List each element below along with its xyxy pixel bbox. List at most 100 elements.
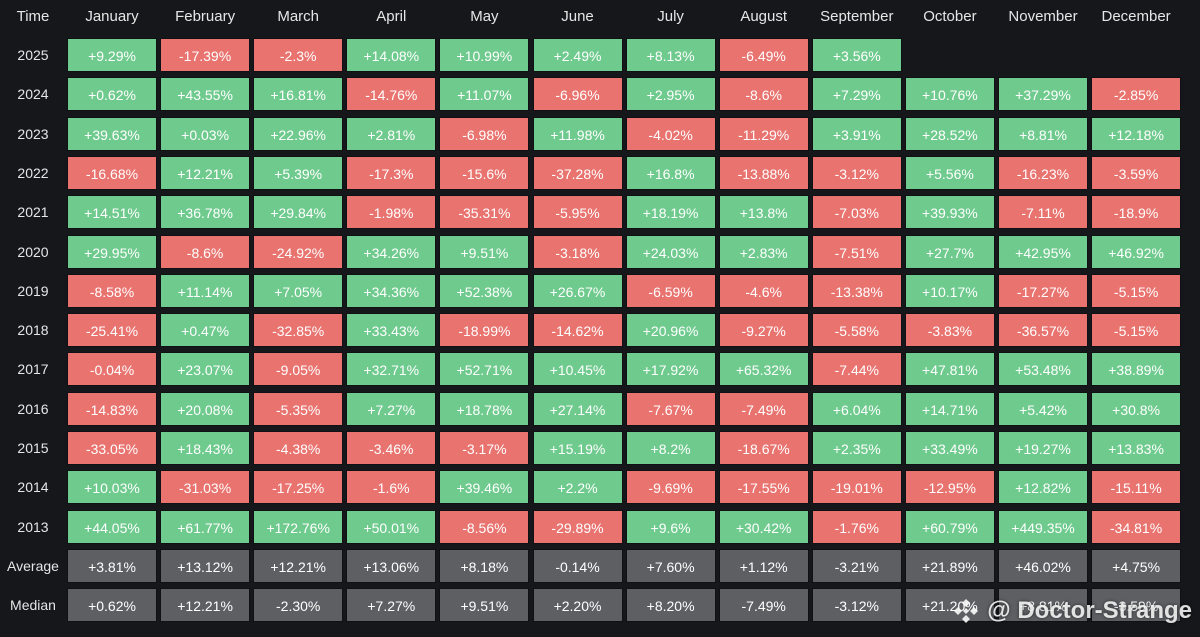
heatmap-cell: -1.76%	[811, 509, 902, 544]
heatmap-cell: -14.83%	[67, 391, 157, 426]
heatmap-cell: -2.85%	[1091, 77, 1182, 112]
heatmap-cell: +9.51%	[439, 234, 530, 269]
heatmap-cell: +9.51%	[439, 588, 530, 623]
column-header-november: November	[1008, 8, 1078, 25]
heatmap-cell: -2.3%	[253, 38, 344, 72]
heatmap-cell: +28.52%	[904, 116, 995, 151]
heatmap-cell: +18.19%	[625, 195, 716, 230]
heatmap-cell: -4.6%	[718, 273, 809, 308]
heatmap-cell: -7.67%	[625, 391, 716, 426]
heatmap-cell: -3.12%	[811, 155, 902, 190]
column-header-october: October	[923, 8, 977, 25]
heatmap-cell: +30.42%	[718, 509, 809, 544]
heatmap-cell: +2.20%	[532, 588, 623, 623]
row-label-2013: 2013	[17, 518, 49, 535]
heatmap-cell: -3.59%	[1091, 155, 1182, 190]
heatmap-cell: +42.95%	[998, 234, 1088, 269]
heatmap-cell: +13.12%	[160, 548, 251, 583]
heatmap-cell: +9.29%	[67, 38, 157, 72]
heatmap-cell: -2.30%	[253, 588, 344, 623]
heatmap-cell: +7.27%	[346, 391, 437, 426]
heatmap-cell: +7.27%	[346, 588, 437, 623]
heatmap-cell: +20.96%	[625, 313, 716, 348]
heatmap-cell: -9.69%	[625, 470, 716, 505]
heatmap-cell: -32.85%	[253, 313, 344, 348]
heatmap-cell: +34.26%	[346, 234, 437, 269]
column-header-august: August	[740, 8, 788, 25]
heatmap-cell: +12.18%	[1091, 116, 1182, 151]
heatmap-cell: +2.49%	[532, 38, 623, 72]
heatmap-cell: +20.08%	[160, 391, 251, 426]
heatmap-cell: +34.36%	[346, 273, 437, 308]
heatmap-cell: +11.98%	[532, 116, 623, 151]
heatmap-cell: +30.8%	[1091, 391, 1182, 426]
heatmap-cell: -6.96%	[532, 77, 623, 112]
heatmap-cell: -6.98%	[439, 116, 530, 151]
column-header-may: May	[470, 8, 499, 25]
watermark-text: @ Doctor-Strange	[987, 597, 1192, 624]
heatmap-cell: -17.25%	[253, 470, 344, 505]
heatmap-cell: +7.05%	[253, 273, 344, 308]
heatmap-cell: +27.14%	[532, 391, 623, 426]
heatmap-cell: -3.59%	[1091, 588, 1182, 623]
heatmap-cell: +10.45%	[532, 352, 623, 387]
heatmap-cell: +65.32%	[718, 352, 809, 387]
column-header-april: April	[376, 8, 407, 25]
heatmap-cell: +0.62%	[67, 77, 157, 112]
heatmap-cell: -14.62%	[532, 313, 623, 348]
heatmap-cell: +16.8%	[625, 155, 716, 190]
heatmap-cell: +11.14%	[160, 273, 251, 308]
heatmap-cell: +15.19%	[532, 431, 623, 465]
heatmap-cell: -11.29%	[718, 116, 809, 151]
row-label-2018: 2018	[17, 322, 49, 339]
heatmap-cell: -18.9%	[1091, 195, 1182, 230]
heatmap-cell: -3.12%	[811, 588, 902, 623]
row-label-average: Average	[7, 557, 59, 574]
heatmap-cell: +3.56%	[811, 38, 902, 72]
row-label-2016: 2016	[17, 400, 49, 417]
heatmap-cell: +39.93%	[904, 195, 995, 230]
heatmap-cell: -5.35%	[253, 391, 344, 426]
heatmap-cell: +52.38%	[439, 273, 530, 308]
heatmap-cell: +6.04%	[811, 391, 902, 426]
heatmap-cell: +12.21%	[253, 548, 344, 583]
row-label-2022: 2022	[17, 164, 49, 181]
heatmap-cell: +21.89%	[904, 548, 995, 583]
heatmap-cell: +13.83%	[1091, 431, 1182, 465]
row-label-2021: 2021	[17, 204, 49, 221]
heatmap-cell: +33.43%	[346, 313, 437, 348]
heatmap-cell: +0.62%	[67, 588, 157, 623]
heatmap-cell: -4.02%	[625, 116, 716, 151]
heatmap-cell: -34.81%	[1091, 509, 1182, 544]
corner-label: Time	[16, 8, 50, 25]
heatmap-cell: -1.6%	[346, 470, 437, 505]
binance-diamond-icon	[954, 599, 979, 623]
heatmap-cell: -3.83%	[904, 313, 995, 348]
heatmap-cell: -18.67%	[718, 431, 809, 465]
heatmap-cell: +14.71%	[904, 391, 995, 426]
heatmap-cell: -9.27%	[718, 313, 809, 348]
heatmap-cell: +0.03%	[160, 116, 251, 151]
heatmap-cell: +8.13%	[625, 38, 716, 72]
heatmap-cell: -8.58%	[67, 273, 157, 308]
heatmap-cell: -4.38%	[253, 431, 344, 465]
heatmap-cell: -17.39%	[160, 38, 251, 72]
heatmap-cell: +13.06%	[346, 548, 437, 583]
heatmap-cell: +14.08%	[346, 38, 437, 72]
heatmap-cell: +52.71%	[439, 352, 530, 387]
row-label-2019: 2019	[17, 282, 49, 299]
row-label-2020: 2020	[17, 243, 49, 260]
heatmap-cell: +14.51%	[67, 195, 157, 230]
heatmap-cell: -13.88%	[718, 155, 809, 190]
heatmap-cell: -7.03%	[811, 195, 902, 230]
heatmap-cell: +4.75%	[1091, 548, 1182, 583]
heatmap-cell: +12.21%	[160, 588, 251, 623]
heatmap-cell: +2.83%	[718, 234, 809, 269]
heatmap-cell: -18.99%	[439, 313, 530, 348]
heatmap-cell: -15.6%	[439, 155, 530, 190]
heatmap-cell: +8.20%	[625, 588, 716, 623]
heatmap-cell: +10.03%	[67, 470, 157, 505]
heatmap-cell: -37.28%	[532, 155, 623, 190]
heatmap-cell: +12.82%	[998, 470, 1088, 505]
heatmap-cell: +19.27%	[998, 431, 1088, 465]
